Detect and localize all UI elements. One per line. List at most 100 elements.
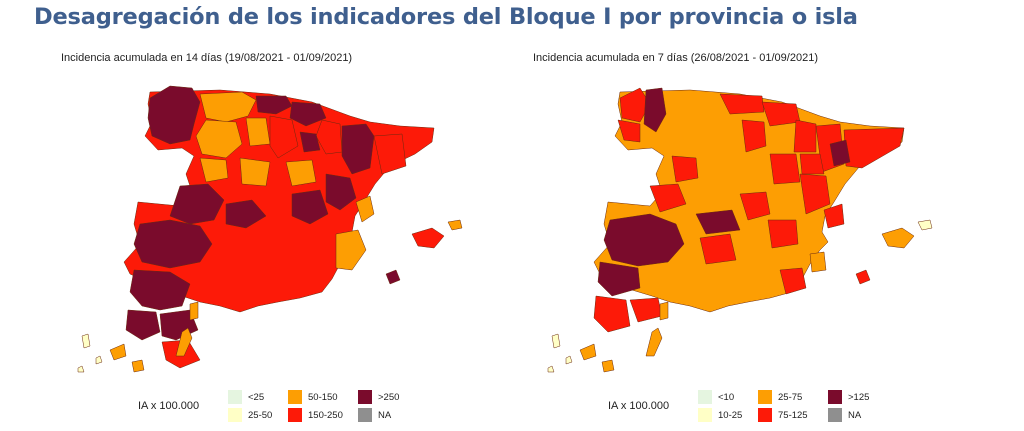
region-leon	[195, 119, 243, 159]
legend-label: 25-50	[248, 409, 273, 421]
region-castellon	[355, 195, 375, 223]
legend-swatch	[358, 408, 372, 422]
legend-item-50-150: 50-150	[288, 390, 338, 404]
region-soria	[285, 159, 317, 187]
region-zaragoza	[325, 173, 357, 211]
region-gran-canaria	[131, 359, 145, 373]
legend-label: >250	[378, 391, 400, 403]
legend-label: 150-250	[308, 409, 343, 421]
legend-item-gt250: >250	[358, 390, 399, 404]
region-navarra	[793, 119, 817, 153]
legend-item-lt10: <10	[698, 390, 734, 404]
legend-item-25-75: 25-75	[758, 390, 802, 404]
legend-swatch	[698, 390, 712, 404]
region-alicante	[809, 251, 827, 273]
region-burgos	[269, 115, 299, 159]
map-subtitle: Incidencia acumulada en 7 días (26/08/20…	[533, 52, 818, 64]
region-tenerife	[109, 343, 127, 361]
region-galicia	[147, 85, 201, 145]
legend-item-75-125: 75-125	[758, 408, 808, 422]
region-la-palma	[81, 333, 91, 349]
region-menorca	[447, 219, 463, 231]
legend-swatch	[698, 408, 712, 422]
region-huesca	[341, 123, 375, 175]
region-catalonia	[843, 127, 905, 169]
region-avila	[225, 199, 267, 229]
region-cantabria	[255, 95, 293, 115]
region-leon	[671, 155, 699, 183]
legend-item-na: NA	[358, 408, 391, 422]
legend-label: 75-125	[778, 409, 808, 421]
region-burgos	[741, 119, 767, 153]
region-guadalajara	[291, 189, 329, 225]
legend-swatch	[828, 408, 842, 422]
legend-label: 25-75	[778, 391, 803, 403]
legend-label: <25	[248, 391, 265, 403]
region-cantabria	[719, 93, 765, 115]
legend-swatch	[228, 408, 242, 422]
legend-label: 10-25	[718, 409, 743, 421]
region-menorca	[917, 219, 933, 231]
region-ibiza	[855, 269, 871, 285]
region-cuenca	[767, 219, 799, 249]
legend-swatch	[288, 408, 302, 422]
legend-item-lt25: <25	[228, 390, 264, 404]
region-navarra	[315, 119, 343, 155]
region-salamanca	[649, 183, 687, 213]
region-mallorca	[881, 227, 915, 249]
legend-7-days: IA x 100.000 <10 10-25 25-75 75-125 >125…	[608, 384, 908, 424]
region-hierro	[547, 365, 555, 373]
map-panel-14-days: Incidencia acumulada en 14 días (19/08/2…	[30, 52, 470, 422]
region-lleida	[373, 133, 407, 175]
region-valencia	[335, 229, 367, 271]
region-huelva	[593, 295, 631, 333]
choropleth-map-spain	[77, 85, 463, 373]
legend-14-days: IA x 100.000 <25 25-50 50-150 150-250 >2…	[138, 384, 438, 424]
legend-title: IA x 100.000	[608, 400, 670, 412]
region-fuerteventura	[175, 327, 193, 357]
legend-label: NA	[848, 409, 862, 421]
region-rioja	[299, 131, 321, 153]
legend-swatch	[828, 390, 842, 404]
region-gomera	[565, 355, 573, 365]
region-gran-canaria	[601, 359, 615, 373]
legend-swatch	[758, 408, 772, 422]
region-zaragoza	[799, 153, 825, 175]
region-castellon	[823, 203, 845, 229]
legend-title: IA x 100.000	[138, 400, 200, 412]
region-asturias	[199, 91, 257, 123]
region-madrid	[739, 191, 771, 221]
region-valladolid	[239, 157, 271, 187]
legend-label: >125	[848, 391, 870, 403]
region-lleida	[829, 139, 851, 167]
legend-label: 50-150	[308, 391, 338, 403]
region-lugo	[643, 87, 667, 133]
region-badajoz	[597, 261, 641, 297]
legend-item-10-25: 10-25	[698, 408, 742, 422]
legend-label: NA	[378, 409, 392, 421]
region-basque	[289, 101, 327, 127]
region-huelva	[125, 309, 161, 341]
region-salamanca	[169, 183, 225, 225]
map-panel-7-days: Incidencia acumulada en 7 días (26/08/20…	[500, 52, 940, 422]
region-teruel	[799, 173, 831, 215]
region-zamora	[199, 157, 229, 183]
region-soria	[769, 153, 801, 185]
region-lanzarote	[659, 301, 669, 321]
legend-swatch	[288, 390, 302, 404]
region-toledo	[695, 209, 741, 235]
region-palencia	[245, 117, 271, 147]
region-tenerife	[579, 343, 597, 361]
page-title: Desagregación de los indicadores del Blo…	[34, 4, 858, 30]
legend-item-25-50: 25-50	[228, 408, 272, 422]
legend-swatch	[358, 390, 372, 404]
region-pontevedra	[617, 119, 641, 143]
region-la-palma	[551, 333, 561, 349]
region-fuerteventura	[645, 327, 663, 357]
legend-label: <10	[718, 391, 735, 403]
legend-swatch	[758, 390, 772, 404]
region-lanzarote	[189, 301, 199, 321]
region-caceres	[133, 219, 213, 269]
legend-item-gt125: >125	[828, 390, 869, 404]
region-ciudad-real	[699, 233, 737, 265]
